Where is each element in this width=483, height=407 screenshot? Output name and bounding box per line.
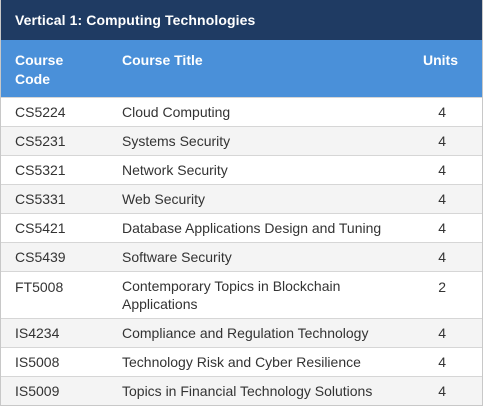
course-title: Compliance and Regulation Technology xyxy=(108,317,398,347)
course-code: CS5231 xyxy=(1,125,108,155)
course-units: 4 xyxy=(398,375,482,405)
course-code: CS5224 xyxy=(1,96,108,126)
course-units: 2 xyxy=(398,270,482,318)
table-row: CS5439 Software Security 4 xyxy=(1,241,482,271)
header-row: Course Code Course Title Units xyxy=(1,40,482,97)
course-title: Network Security xyxy=(108,154,398,184)
table-title: Vertical 1: Computing Technologies xyxy=(1,0,482,40)
course-title: Topics in Financial Technology Solutions xyxy=(108,375,398,405)
table-row: IS5008 Technology Risk and Cyber Resilie… xyxy=(1,346,482,376)
table-row: CS5321 Network Security 4 xyxy=(1,154,482,184)
course-title: Systems Security xyxy=(108,125,398,155)
course-code: CS5421 xyxy=(1,212,108,242)
course-title: Cloud Computing xyxy=(108,96,398,126)
course-code: CS5321 xyxy=(1,154,108,184)
table-row: CS5331 Web Security 4 xyxy=(1,183,482,213)
course-units: 4 xyxy=(398,154,482,184)
header-units: Units xyxy=(398,40,482,97)
course-units: 4 xyxy=(398,346,482,376)
course-units: 4 xyxy=(398,125,482,155)
course-units: 4 xyxy=(398,241,482,271)
course-units: 4 xyxy=(398,183,482,213)
header-course-title: Course Title xyxy=(108,40,398,97)
course-title: Contemporary Topics in Blockchain Applic… xyxy=(108,270,398,318)
course-units: 4 xyxy=(398,317,482,347)
table-row: CS5231 Systems Security 4 xyxy=(1,125,482,155)
course-title: Web Security xyxy=(108,183,398,213)
table-row: CS5224 Cloud Computing 4 xyxy=(1,96,482,126)
course-code: IS5008 xyxy=(1,346,108,376)
course-units: 4 xyxy=(398,96,482,126)
course-code: CS5331 xyxy=(1,183,108,213)
course-code: IS5009 xyxy=(1,375,108,405)
table-row: CS5421 Database Applications Design and … xyxy=(1,212,482,242)
table-row: IS5009 Topics in Financial Technology So… xyxy=(1,375,482,405)
table-row: FT5008 Contemporary Topics in Blockchain… xyxy=(1,270,482,318)
course-units: 4 xyxy=(398,212,482,242)
table-row: IS4234 Compliance and Regulation Technol… xyxy=(1,317,482,347)
course-title: Technology Risk and Cyber Resilience xyxy=(108,346,398,376)
course-code: IS4234 xyxy=(1,317,108,347)
course-title: Database Applications Design and Tuning xyxy=(108,212,398,242)
course-title: Software Security xyxy=(108,241,398,271)
course-code: FT5008 xyxy=(1,270,108,318)
course-table: Course Code Course Title Units CS5224 Cl… xyxy=(1,40,482,405)
course-code: CS5439 xyxy=(1,241,108,271)
header-course-code: Course Code xyxy=(1,40,108,97)
